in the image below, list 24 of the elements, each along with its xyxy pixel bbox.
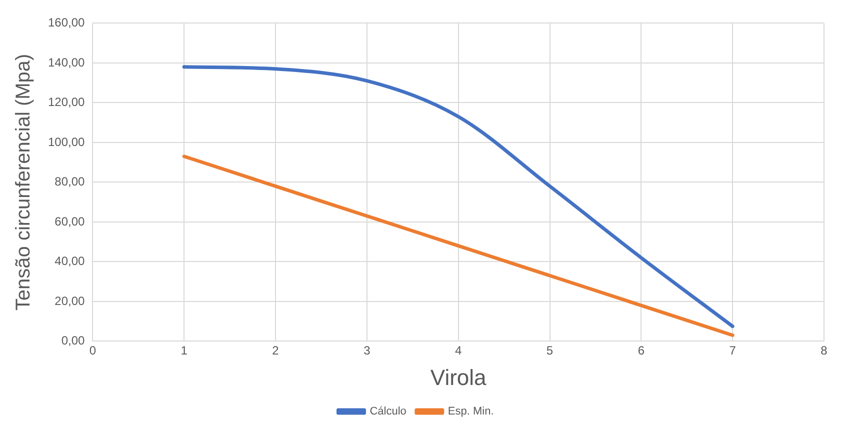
- y-tick-label: 60,00: [54, 214, 86, 228]
- line-series: [182, 154, 734, 337]
- line-series: [182, 65, 734, 328]
- y-tick-label: 140,00: [48, 55, 86, 70]
- y-tick-label: 40,00: [54, 254, 86, 268]
- y-tick-label: 100,00: [48, 134, 86, 149]
- legend-label: Esp. Min.: [448, 406, 494, 418]
- x-tick-label: 4: [455, 344, 462, 358]
- x-tick-label: 3: [364, 344, 371, 358]
- x-tick-label: 0: [89, 344, 96, 358]
- x-axis-title: Virola: [430, 364, 488, 390]
- y-axis-title: Tensão circunferencial (Mpa): [12, 54, 35, 311]
- y-tick-label: 160,00: [48, 16, 86, 30]
- x-tick-label: 6: [638, 344, 645, 358]
- legend-label: Cálculo: [370, 406, 406, 418]
- y-tick-label: 120,00: [48, 95, 86, 110]
- x-tick-label: 7: [729, 344, 736, 358]
- y-tick-label: 20,00: [54, 294, 86, 308]
- x-tick-label: 5: [546, 344, 554, 358]
- y-tick-label: 80,00: [54, 174, 86, 189]
- x-tick-label: 1: [180, 344, 188, 358]
- x-tick-label: 2: [272, 344, 280, 358]
- y-tick-label: 0,00: [61, 334, 86, 348]
- x-tick-label: 8: [820, 344, 828, 358]
